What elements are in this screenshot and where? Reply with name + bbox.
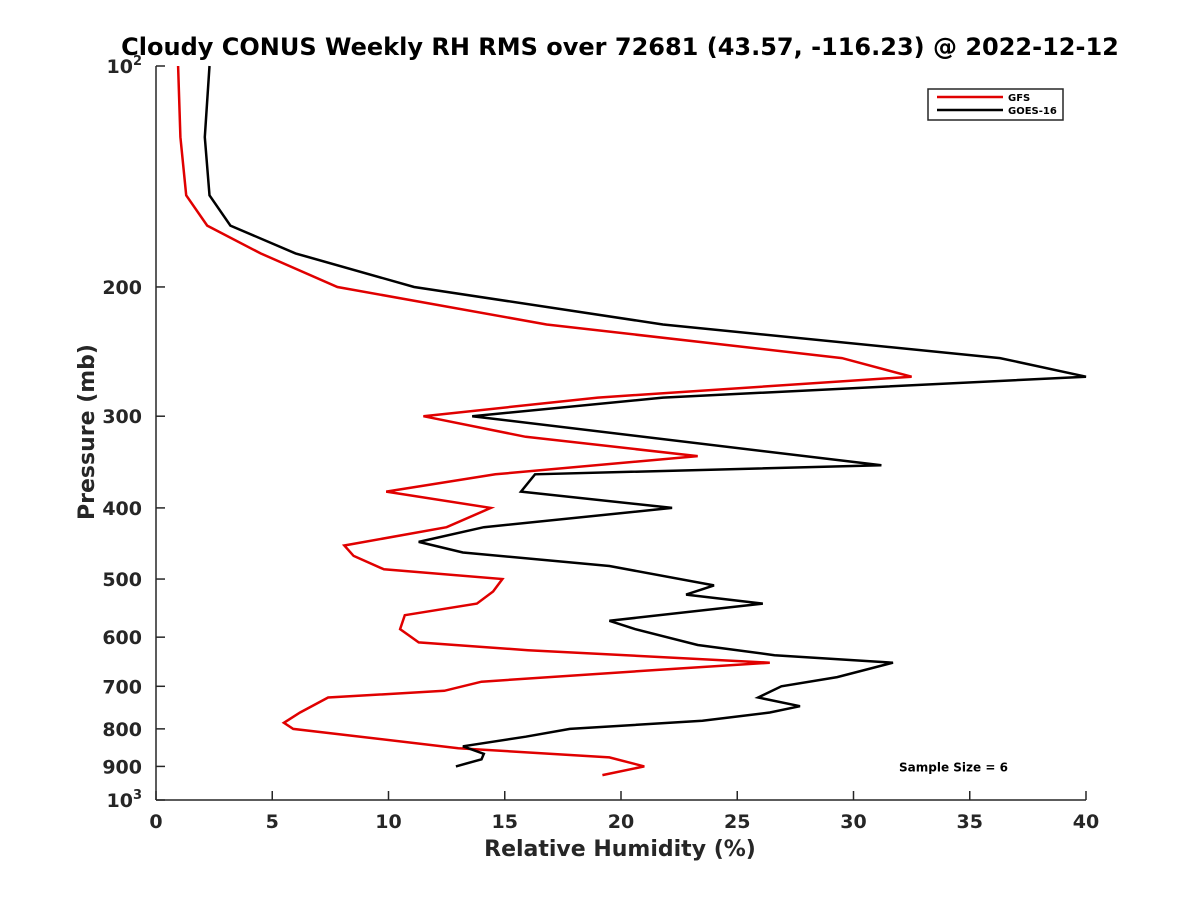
x-tick-label: 15 (492, 811, 518, 833)
x-tick-label: 40 (1073, 811, 1099, 833)
x-axis-ticks: 0 5 10 15 20 25 30 35 40 (149, 791, 1099, 833)
x-tick-label: 30 (840, 811, 866, 833)
y-tick-label: 900 (102, 756, 142, 778)
series-line-gfs (176, 65, 912, 777)
sample-size-annotation: Sample Size = 6 (899, 760, 1008, 774)
y-tick-label: 200 (102, 277, 142, 299)
plot-area: 0 5 10 15 20 25 30 35 40 102 200 300 400 500 600 700 80… (102, 54, 1099, 833)
y-tick-label: 800 (102, 719, 142, 741)
chart-title: Cloudy CONUS Weekly RH RMS over 72681 (4… (121, 33, 1119, 61)
x-tick-label: 10 (375, 811, 401, 833)
x-tick-label: 5 (266, 811, 279, 833)
y-tick-label: 400 (102, 498, 142, 520)
legend-box (927, 88, 1064, 121)
y-tick-label: 102 (107, 54, 143, 78)
x-axis-label: Relative Humidity (%) (484, 837, 756, 862)
legend-label-gfs: GFS (1008, 93, 1030, 104)
x-tick-label: 35 (957, 811, 983, 833)
y-tick-label: 500 (102, 569, 142, 591)
y-tick-label: 700 (102, 676, 142, 698)
x-tick-label: 20 (608, 811, 634, 833)
y-tick-label: 600 (102, 627, 142, 649)
y-tick-label: 300 (102, 406, 142, 428)
series-layer (176, 65, 1087, 777)
y-tick-label: 103 (107, 788, 143, 812)
y-axis-ticks: 102 200 300 400 500 600 700 800 900 103 (102, 54, 165, 812)
y-axis-label: Pressure (mb) (75, 344, 100, 520)
x-tick-label: 0 (149, 811, 162, 833)
legend: GFS GOES-16 (927, 88, 1064, 121)
series-line-goes16 (203, 65, 1087, 768)
x-tick-label: 25 (724, 811, 750, 833)
legend-label-goes16: GOES-16 (1008, 106, 1057, 117)
